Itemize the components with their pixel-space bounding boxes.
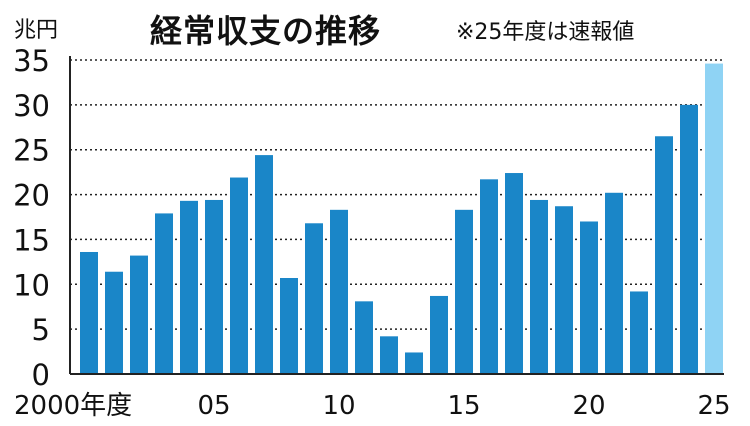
bar <box>680 104 698 374</box>
bar <box>630 291 648 374</box>
bar <box>155 213 173 374</box>
bar <box>705 63 723 375</box>
bar <box>255 155 273 374</box>
bar <box>430 295 448 374</box>
y-tick-label: 5 <box>32 313 50 347</box>
x-tick-label: 2000年度 <box>14 391 132 421</box>
chart-title: 経常収支の推移 <box>150 12 382 50</box>
bar <box>505 173 523 374</box>
y-tick-label: 25 <box>13 134 50 168</box>
bar <box>480 179 498 374</box>
bar <box>455 209 473 374</box>
y-tick-label: 30 <box>13 89 50 123</box>
y-tick-label: 20 <box>13 179 50 213</box>
y-tick-label: 0 <box>32 358 50 392</box>
x-tick-label: 25 <box>697 391 730 421</box>
bar <box>655 136 673 374</box>
bar <box>330 209 348 374</box>
bar <box>580 221 598 374</box>
bar <box>130 255 148 374</box>
bar <box>380 336 398 374</box>
bar <box>230 177 248 374</box>
bar <box>555 206 573 374</box>
y-tick-label: 10 <box>13 268 50 302</box>
x-tick-label: 15 <box>447 391 480 421</box>
y-axis-unit-label: 兆円 <box>14 18 59 43</box>
bar <box>605 192 623 374</box>
bar <box>180 200 198 374</box>
chart-note: ※25年度は速報値 <box>456 20 635 45</box>
bar <box>405 352 423 374</box>
bar <box>205 199 223 374</box>
x-tick-label: 05 <box>197 391 230 421</box>
bar <box>280 278 298 374</box>
x-tick-label: 20 <box>572 391 605 421</box>
y-tick-label: 15 <box>13 223 50 257</box>
y-tick-label: 35 <box>13 44 50 78</box>
bar <box>355 301 373 374</box>
bar <box>530 199 548 374</box>
bar <box>80 251 98 374</box>
bar <box>105 271 123 374</box>
x-tick-label: 10 <box>322 391 355 421</box>
bar <box>305 223 323 374</box>
